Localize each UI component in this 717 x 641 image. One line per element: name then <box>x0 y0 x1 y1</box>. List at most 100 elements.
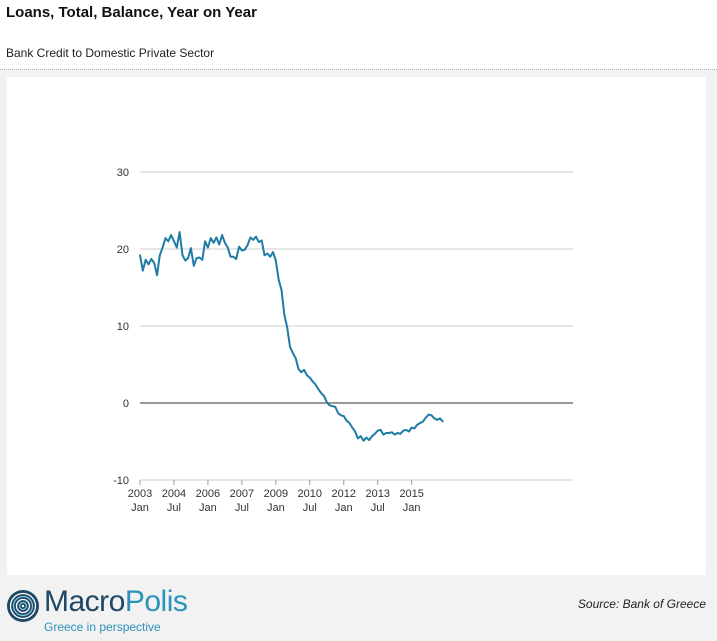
macropolis-logo[interactable]: MacroPolis Greece in perspective <box>6 585 246 639</box>
data-point <box>376 429 379 432</box>
x-tick-sublabel: Jan <box>199 502 217 514</box>
series-line <box>139 231 444 442</box>
y-tick-label: 0 <box>123 398 129 410</box>
data-point <box>178 231 181 234</box>
data-point <box>359 435 362 437</box>
data-point <box>413 427 416 430</box>
data-point <box>391 431 393 434</box>
data-point <box>277 278 280 281</box>
data-point <box>187 257 190 260</box>
line-chart: 3020100-102003Jan2004Jul2006Jan2007Jul20… <box>113 167 573 514</box>
data-point <box>320 392 322 394</box>
data-point <box>303 369 305 371</box>
data-point <box>274 259 277 262</box>
data-point <box>416 423 419 426</box>
x-tick-sublabel: Jul <box>303 502 317 514</box>
data-point <box>410 426 413 429</box>
chart-subtitle: Bank Credit to Domestic Private Sector <box>6 46 215 60</box>
data-point <box>195 257 198 260</box>
data-point <box>164 237 167 240</box>
data-point <box>323 395 325 397</box>
data-point <box>388 432 390 434</box>
data-point <box>221 234 224 237</box>
data-point <box>238 245 241 248</box>
data-point <box>430 414 433 417</box>
data-point <box>175 246 178 249</box>
data-point <box>419 422 422 424</box>
data-point <box>209 237 212 240</box>
data-point <box>433 417 436 420</box>
header-divider <box>0 69 717 70</box>
data-point <box>258 241 260 244</box>
data-point <box>441 420 444 423</box>
data-point <box>255 235 257 238</box>
data-point <box>212 241 215 244</box>
data-point <box>144 258 147 261</box>
data-point <box>289 345 291 348</box>
data-point <box>314 383 317 386</box>
data-point <box>141 269 144 272</box>
data-point <box>263 254 266 257</box>
data-point <box>405 429 407 431</box>
data-point <box>342 415 345 417</box>
x-tick-sublabel: Jan <box>403 502 421 514</box>
data-point <box>198 256 201 259</box>
data-point <box>269 255 272 258</box>
data-point <box>190 247 192 250</box>
data-point <box>382 433 385 436</box>
data-point <box>424 416 427 419</box>
data-point <box>379 429 382 431</box>
data-point <box>158 254 161 257</box>
data-point <box>328 404 331 407</box>
y-tick-label: 10 <box>117 321 129 333</box>
data-point <box>291 352 294 354</box>
data-point <box>317 388 320 390</box>
x-tick-label: 2007 <box>230 488 254 500</box>
data-point <box>374 432 376 435</box>
data-point <box>422 420 424 423</box>
brand-name-second: Polis <box>124 585 188 618</box>
x-tick-sublabel: Jul <box>235 502 249 514</box>
data-point <box>334 406 337 408</box>
data-point <box>266 252 269 255</box>
data-point <box>385 432 388 434</box>
data-point <box>280 288 283 291</box>
data-point <box>232 255 235 258</box>
data-point <box>226 246 229 249</box>
data-point <box>150 258 153 260</box>
data-point <box>340 414 342 417</box>
data-point <box>408 430 410 433</box>
x-tick-sublabel: Jan <box>335 502 353 514</box>
data-point <box>184 259 187 262</box>
data-point <box>170 234 173 237</box>
x-tick-label: 2013 <box>365 488 389 500</box>
y-tick-label: 30 <box>117 167 129 179</box>
data-point <box>241 249 243 252</box>
data-point <box>371 435 373 437</box>
x-tick-label: 2006 <box>196 488 220 500</box>
chart-panel: 30 20 10 0 -10 2003 Jan 2004 Jul 2006 Jan 2007 Jul 20… <box>7 77 706 575</box>
data-point <box>243 248 246 251</box>
source-note: Source: Bank of Greece <box>577 597 706 611</box>
data-point <box>215 236 218 239</box>
x-tick-sublabel: Jan <box>267 502 285 514</box>
data-point <box>161 246 164 249</box>
x-tick-label: 2012 <box>332 488 356 500</box>
data-point <box>402 429 405 432</box>
data-point <box>139 254 141 257</box>
data-point <box>368 439 371 441</box>
chart-header: Loans, Total, Balance, Year on Year Bank… <box>0 0 717 70</box>
axis-ticks: 3020100-102003Jan2004Jul2006Jan2007Jul20… <box>113 167 424 514</box>
data-point <box>153 262 156 264</box>
data-point <box>393 433 396 436</box>
data-point <box>345 419 348 422</box>
brand-name: MacroPolis <box>44 585 188 619</box>
data-point <box>399 432 402 435</box>
data-point <box>207 246 209 249</box>
x-tick-label: 2004 <box>162 488 186 500</box>
data-point <box>201 258 204 261</box>
data-point <box>325 401 328 404</box>
data-point <box>272 251 274 254</box>
y-tick-label: 20 <box>117 244 129 256</box>
data-point <box>331 405 334 407</box>
